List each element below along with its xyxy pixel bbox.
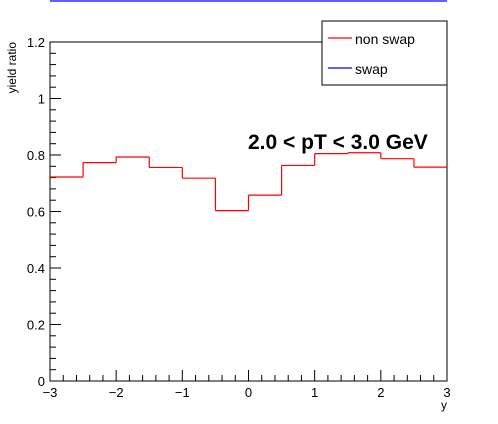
y-tick-label: 0.8 bbox=[27, 148, 45, 163]
plot-frame bbox=[49, 41, 448, 382]
x-tick-label: −3 bbox=[43, 385, 58, 400]
x-tick-label: 1 bbox=[311, 385, 318, 400]
x-tick-label: −2 bbox=[109, 385, 124, 400]
x-tick-label: 2 bbox=[377, 385, 384, 400]
y-axis-title: yield ratio bbox=[5, 42, 19, 94]
x-tick-label: 0 bbox=[245, 385, 252, 400]
legend-label-swap: swap bbox=[355, 61, 388, 77]
x-axis-ticks: −3 −2 −1 0 1 2 3 bbox=[43, 370, 451, 400]
legend-label-non-swap: non swap bbox=[355, 31, 415, 47]
legend-box bbox=[321, 20, 448, 86]
y-tick-label: 0.4 bbox=[27, 261, 45, 276]
y-tick-label: 0.2 bbox=[27, 318, 45, 333]
y-tick-label: 0 bbox=[38, 374, 45, 389]
x-tick-label: 3 bbox=[443, 385, 450, 400]
y-tick-label: 1.2 bbox=[27, 35, 45, 50]
y-axis-ticks: 0 0.2 0.4 0.6 0.8 1 1.2 bbox=[27, 35, 61, 389]
x-tick-label: −1 bbox=[175, 385, 190, 400]
y-tick-label: 1 bbox=[38, 92, 45, 107]
legend: non swap swap bbox=[321, 20, 448, 86]
series-non-swap bbox=[50, 152, 447, 212]
x-axis-title: y bbox=[441, 398, 447, 412]
pt-range-annotation: 2.0 < pT < 3.0 GeV bbox=[248, 131, 428, 154]
series-layer bbox=[50, 152, 447, 212]
y-tick-label: 0.6 bbox=[27, 205, 45, 220]
